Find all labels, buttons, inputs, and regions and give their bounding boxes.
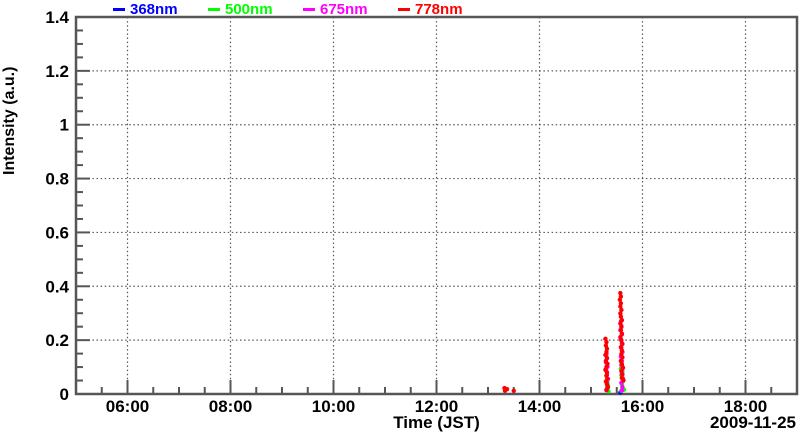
data-point-778nm bbox=[619, 338, 624, 343]
x-axis-title: Time (JST) bbox=[393, 413, 480, 432]
data-point-778nm bbox=[619, 348, 625, 353]
data-point-778nm bbox=[619, 324, 624, 330]
data-point-778nm bbox=[617, 297, 623, 302]
x-tick-label: 16:00 bbox=[621, 397, 664, 416]
chart-legend: 368nm 500nm 675nm 778nm bbox=[0, 0, 800, 18]
data-point-778nm bbox=[618, 290, 623, 296]
data-point-778nm bbox=[618, 321, 623, 326]
x-tick-label: 08:00 bbox=[209, 397, 252, 416]
data-point-778nm bbox=[620, 365, 626, 370]
data-point-778nm bbox=[604, 346, 610, 351]
data-point-778nm bbox=[620, 355, 625, 360]
legend-item-368nm: 368nm bbox=[113, 1, 178, 18]
legend-item-500nm: 500nm bbox=[208, 1, 273, 18]
y-tick-label: 1 bbox=[60, 116, 69, 135]
data-point-778nm bbox=[618, 311, 623, 316]
legend-label: 675nm bbox=[320, 1, 368, 18]
data-point-675nm bbox=[619, 388, 625, 393]
x-tick-label: 10:00 bbox=[312, 397, 355, 416]
data-point-778nm bbox=[618, 304, 623, 309]
y-tick-label: 1.4 bbox=[45, 8, 69, 27]
legend-marker-368nm bbox=[113, 8, 125, 11]
y-tick-label: 0 bbox=[60, 385, 69, 404]
legend-marker-675nm bbox=[303, 8, 315, 11]
data-point-778nm bbox=[620, 372, 625, 377]
data-point-778nm bbox=[618, 344, 624, 350]
x-tick-label: 14:00 bbox=[518, 397, 561, 416]
legend-marker-500nm bbox=[208, 8, 220, 11]
legend-item-675nm: 675nm bbox=[303, 1, 368, 18]
y-tick-label: 0.8 bbox=[45, 170, 69, 189]
data-point-778nm bbox=[618, 314, 624, 319]
data-point-778nm bbox=[618, 327, 624, 333]
legend-marker-778nm bbox=[398, 8, 410, 11]
y-tick-label: 0.2 bbox=[45, 331, 69, 350]
data-point-778nm bbox=[621, 378, 626, 383]
x-tick-label: 06:00 bbox=[106, 397, 149, 416]
legend-label: 368nm bbox=[130, 1, 178, 18]
legend-label: 500nm bbox=[225, 1, 273, 18]
x-tick-label: 18:00 bbox=[724, 397, 767, 416]
x-tick-label: 12:00 bbox=[415, 397, 458, 416]
legend-item-778nm: 778nm bbox=[398, 1, 463, 18]
data-point-778nm bbox=[619, 307, 624, 313]
data-point-778nm bbox=[619, 331, 625, 336]
y-tick-label: 1.2 bbox=[45, 62, 69, 81]
data-point-778nm bbox=[504, 386, 510, 392]
data-point-778nm bbox=[618, 301, 624, 306]
y-tick-label: 0.4 bbox=[45, 277, 69, 296]
data-point-778nm bbox=[604, 387, 609, 393]
data-point-778nm bbox=[511, 388, 516, 393]
y-tick-label: 0.6 bbox=[45, 223, 69, 242]
data-point-675nm bbox=[620, 384, 625, 390]
data-point-778nm bbox=[604, 339, 609, 345]
date-label: 2009-11-25 bbox=[709, 413, 796, 432]
data-point-778nm bbox=[619, 361, 625, 367]
legend-label: 778nm bbox=[415, 1, 463, 18]
